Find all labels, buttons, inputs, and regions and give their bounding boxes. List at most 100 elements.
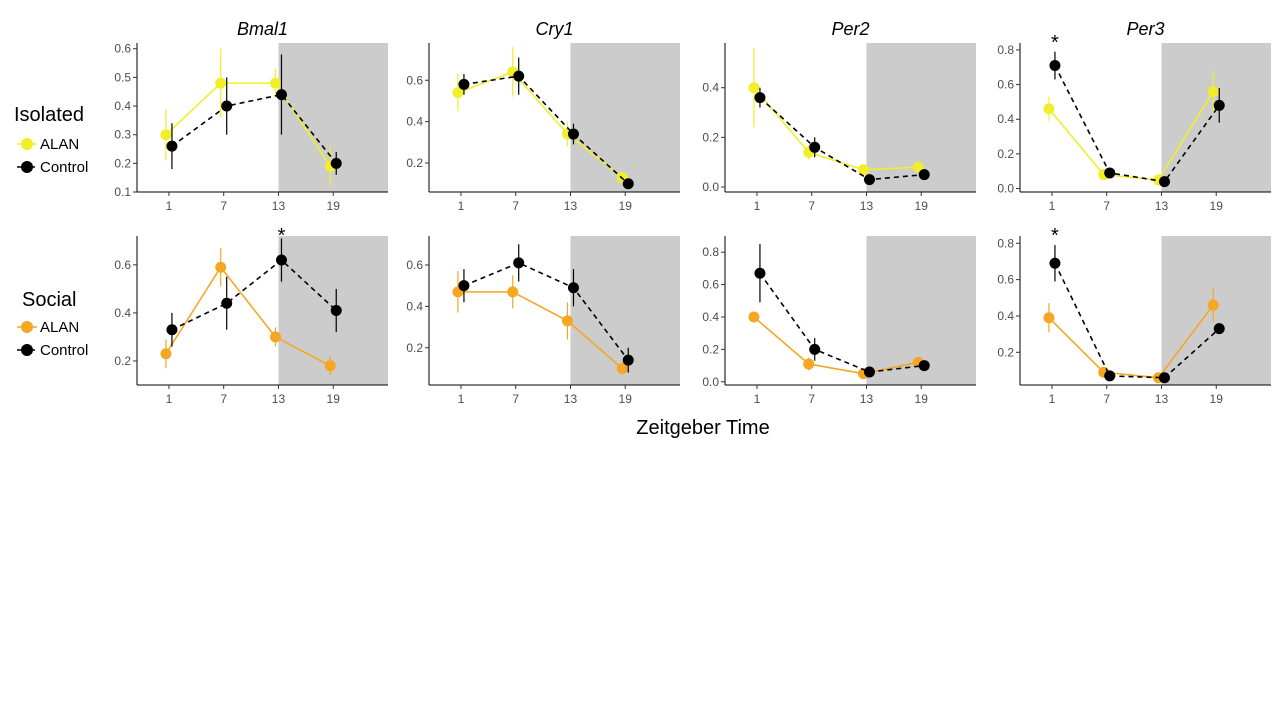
panel-social-2: 0.2 0.4 0.6 1 7 13 19	[406, 236, 680, 406]
point-control	[275, 254, 287, 266]
point-control	[754, 92, 766, 104]
x-tick-label: 1	[166, 392, 173, 406]
point-alan	[215, 261, 227, 273]
x-tick-label: 13	[272, 392, 286, 406]
point-control	[863, 174, 875, 186]
point-control	[166, 324, 178, 336]
point-alan	[160, 129, 172, 141]
y-tick-label: 0.8	[997, 43, 1014, 57]
series-control-line	[463, 75, 629, 185]
point-control	[513, 257, 525, 269]
x-tick-label: 7	[220, 392, 227, 406]
x-tick-label: 1	[754, 199, 761, 213]
point-control	[567, 128, 579, 140]
point-alan	[160, 348, 172, 360]
y-tick-label: 0.2	[406, 156, 423, 170]
point-control	[863, 366, 875, 378]
x-tick-label: 13	[564, 199, 578, 213]
legend-social-control-marker	[21, 344, 33, 356]
row-label-isolated: Isolated	[14, 104, 84, 126]
point-control	[513, 70, 525, 82]
x-tick-label: 13	[1155, 199, 1169, 213]
series-control-line	[759, 97, 925, 181]
y-tick-label: 0.2	[997, 345, 1014, 359]
x-tick-label: 1	[458, 392, 465, 406]
series-alan-line	[1048, 304, 1214, 379]
point-control	[221, 100, 233, 112]
legend-social-control-label: Control	[40, 342, 88, 359]
x-tick-label: 1	[1049, 199, 1056, 213]
point-control	[1049, 257, 1061, 269]
panel-isolated-4: 0.0 0.2 0.4 0.6 0.8 1 7 13 19 Per3 *	[997, 19, 1271, 213]
point-control	[622, 178, 634, 190]
legend-isolated: ALAN Control	[17, 136, 88, 176]
panel-title: Bmal1	[237, 19, 288, 39]
point-alan	[269, 331, 281, 343]
series-alan-line	[753, 316, 919, 375]
x-tick-label: 13	[860, 199, 874, 213]
panel-isolated-2: 0.2 0.4 0.6 1 7 13 19 Cry1	[406, 19, 680, 213]
legend-social-alan-marker	[21, 321, 33, 333]
x-tick-label: 7	[1103, 199, 1110, 213]
y-tick-label: 0.8	[702, 245, 719, 259]
y-tick-label: 0.0	[997, 182, 1014, 196]
panel-title: Per2	[831, 19, 869, 39]
point-alan	[748, 311, 760, 323]
y-tick-label: 0.5	[114, 70, 131, 84]
y-tick-label: 0.2	[114, 156, 131, 170]
dark-phase-shading	[1161, 43, 1271, 192]
dark-phase-shading	[570, 43, 680, 192]
y-tick-label: 0.6	[114, 42, 131, 56]
y-tick-label: 0.0	[702, 375, 719, 389]
x-tick-label: 13	[860, 392, 874, 406]
point-control	[1213, 99, 1225, 111]
series-alan-line	[457, 291, 623, 370]
series-control-line	[1054, 65, 1220, 183]
y-tick-label: 0.4	[997, 309, 1014, 323]
x-axis-label: Zeitgeber Time	[636, 417, 769, 439]
legend-social: ALAN Control	[17, 319, 88, 359]
point-alan	[616, 362, 628, 374]
point-alan	[748, 82, 760, 94]
point-control	[809, 141, 821, 153]
series-control-line	[1054, 262, 1220, 379]
point-control	[1104, 167, 1116, 179]
point-alan	[1207, 299, 1219, 311]
y-tick-label: 0.6	[114, 258, 131, 272]
x-tick-label: 19	[619, 392, 633, 406]
series-alan-line	[753, 87, 919, 171]
point-alan	[912, 161, 924, 173]
x-tick-label: 7	[808, 199, 815, 213]
x-tick-label: 19	[619, 199, 633, 213]
point-control	[1158, 176, 1170, 188]
x-tick-label: 19	[1210, 392, 1224, 406]
point-control	[1213, 323, 1225, 335]
point-control	[1104, 370, 1116, 382]
y-tick-label: 0.4	[406, 115, 423, 129]
x-tick-label: 7	[808, 392, 815, 406]
point-control	[458, 280, 470, 292]
point-control	[622, 354, 634, 366]
legend-isolated-alan-label: ALAN	[40, 136, 79, 153]
dark-phase-shading	[1161, 236, 1271, 385]
y-tick-label: 0.2	[702, 130, 719, 144]
point-control	[330, 305, 342, 316]
point-alan	[1043, 312, 1055, 324]
series-alan-line	[165, 265, 331, 367]
y-tick-label: 0.4	[114, 99, 131, 113]
x-tick-label: 7	[512, 199, 519, 213]
significance-marker: *	[1051, 225, 1059, 247]
point-control	[918, 169, 930, 181]
point-control	[918, 360, 930, 372]
panel-isolated-1: 0.1 0.2 0.3 0.4 0.5 0.6 1 7 13 19 Bmal1	[114, 19, 388, 213]
x-tick-label: 13	[272, 199, 286, 213]
significance-marker: *	[1051, 32, 1059, 54]
y-tick-label: 0.2	[997, 147, 1014, 161]
y-tick-label: 0.2	[406, 341, 423, 355]
y-tick-label: 0.6	[702, 278, 719, 292]
series-control-line	[463, 262, 629, 361]
y-tick-label: 0.2	[114, 354, 131, 368]
series-control-line	[759, 272, 925, 373]
x-tick-label: 1	[458, 199, 465, 213]
